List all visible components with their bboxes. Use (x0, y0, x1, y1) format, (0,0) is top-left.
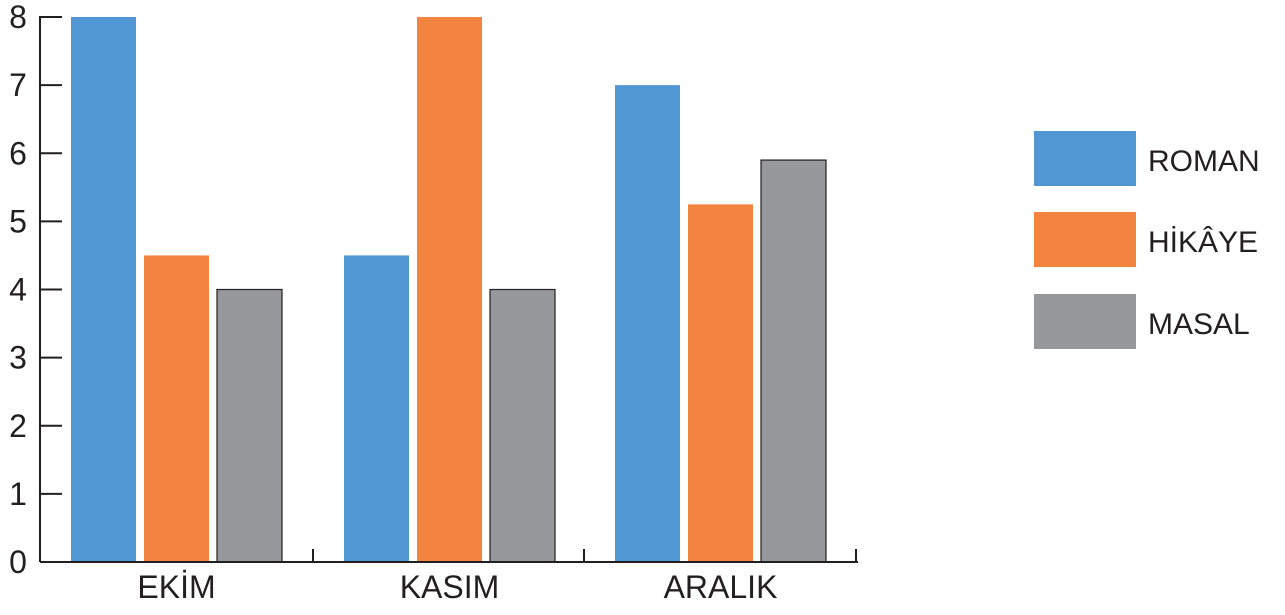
y-tick-label: 0 (9, 544, 27, 580)
y-tick-label: 2 (9, 408, 27, 444)
y-tick-label: 3 (9, 340, 27, 376)
y-tick-label: 5 (9, 203, 27, 239)
axes-layer: 0 1 2 3 4 5 6 7 8 EKİM KASIM ARALIK (9, 0, 858, 605)
legend-label-roman: ROMAN (1148, 145, 1260, 178)
x-tick-label: ARALIK (664, 569, 778, 605)
bar-hikaye-kasim (417, 17, 482, 562)
bar-roman-ekim (71, 17, 136, 562)
legend-swatch-masal (1034, 294, 1136, 349)
x-tick-label: EKİM (137, 569, 215, 605)
x-tick-label: KASIM (400, 569, 500, 605)
y-tick-label: 6 (9, 135, 27, 171)
bar-roman-aralik (615, 85, 680, 562)
y-tick-label: 7 (9, 67, 27, 103)
bar-masal-aralik (760, 159, 827, 563)
bar-hikaye-ekim (144, 255, 209, 562)
y-tick-label: 4 (9, 272, 27, 308)
bar-hikaye-aralik (688, 204, 753, 562)
legend-label-hikaye: HİKÂYE (1148, 226, 1258, 259)
legend: ROMAN HİKÂYE MASAL (1034, 131, 1260, 349)
bar-roman-kasim (344, 255, 409, 562)
bar-masal-kasim (489, 288, 556, 563)
y-tick-label: 1 (9, 476, 27, 512)
legend-label-masal: MASAL (1148, 308, 1250, 341)
legend-swatch-hikaye (1034, 212, 1136, 267)
bars-layer (71, 17, 827, 563)
y-tick-label: 8 (9, 0, 27, 35)
legend-swatch-roman (1034, 131, 1136, 186)
bar-masal-ekim (216, 288, 283, 563)
